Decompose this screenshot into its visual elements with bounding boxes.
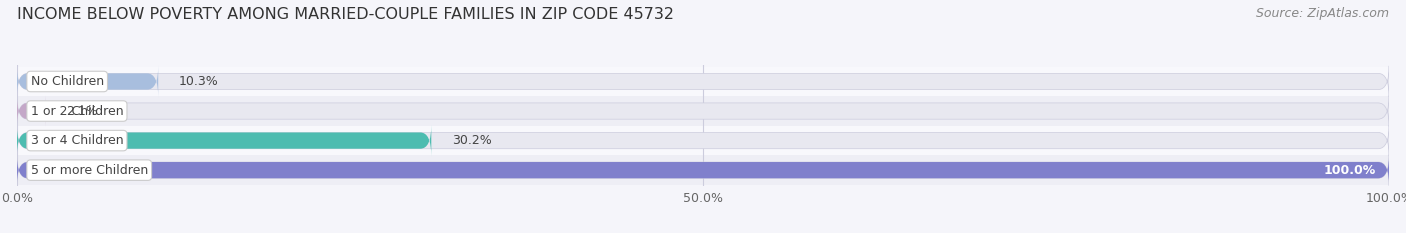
Text: 3 or 4 Children: 3 or 4 Children xyxy=(31,134,124,147)
Bar xyxy=(17,67,1389,96)
Text: 2.1%: 2.1% xyxy=(66,105,98,117)
FancyBboxPatch shape xyxy=(17,155,1389,186)
FancyBboxPatch shape xyxy=(17,96,1389,127)
Bar xyxy=(17,155,1389,185)
FancyBboxPatch shape xyxy=(17,155,1389,186)
FancyBboxPatch shape xyxy=(17,96,45,127)
Bar xyxy=(17,126,1389,155)
Text: 5 or more Children: 5 or more Children xyxy=(31,164,148,177)
Bar xyxy=(17,96,1389,126)
Text: 30.2%: 30.2% xyxy=(451,134,492,147)
Text: 10.3%: 10.3% xyxy=(179,75,218,88)
Text: 1 or 2 Children: 1 or 2 Children xyxy=(31,105,124,117)
FancyBboxPatch shape xyxy=(17,66,1389,97)
Text: No Children: No Children xyxy=(31,75,104,88)
Text: INCOME BELOW POVERTY AMONG MARRIED-COUPLE FAMILIES IN ZIP CODE 45732: INCOME BELOW POVERTY AMONG MARRIED-COUPL… xyxy=(17,7,673,22)
Text: Source: ZipAtlas.com: Source: ZipAtlas.com xyxy=(1256,7,1389,20)
FancyBboxPatch shape xyxy=(17,125,1389,156)
FancyBboxPatch shape xyxy=(17,125,432,156)
Text: 100.0%: 100.0% xyxy=(1323,164,1375,177)
FancyBboxPatch shape xyxy=(17,66,159,97)
